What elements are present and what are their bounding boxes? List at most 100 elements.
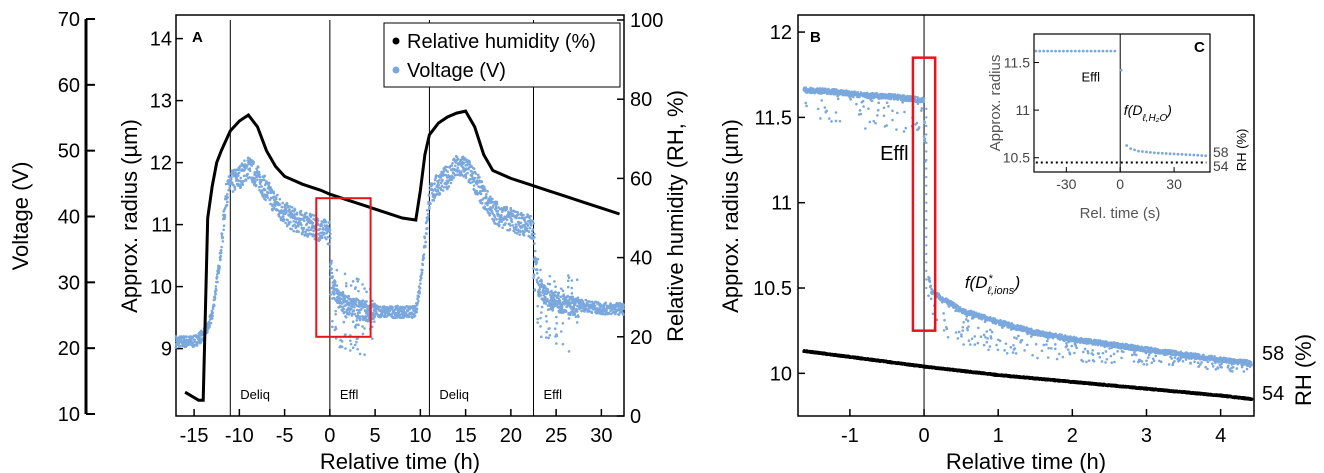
panel-b-radius-point [925, 158, 928, 162]
voltage-point [433, 196, 436, 200]
voltage-point [545, 320, 548, 323]
voltage-point [302, 219, 306, 223]
panel-b-radius-point [1200, 361, 1203, 364]
voltage-point [557, 291, 561, 295]
voltage-point [482, 196, 486, 200]
panel-b-radius-point [1159, 360, 1163, 364]
panel-b-radius-point [966, 319, 970, 323]
panel-b-radius-point [973, 335, 977, 338]
voltage-point [412, 309, 416, 313]
panel-b-radius-point [925, 141, 928, 145]
voltage-point [264, 198, 267, 202]
voltage-point [373, 320, 376, 323]
voltage-point [614, 312, 617, 316]
voltage-point [604, 301, 607, 305]
voltage-point [479, 192, 483, 196]
panel-b-radius-point [903, 110, 906, 114]
voltage-point [305, 228, 309, 232]
panel-b-radius-point [1230, 363, 1234, 366]
panel-b-radius-point [1170, 357, 1174, 360]
voltage-point [271, 208, 274, 212]
voltage-point [470, 165, 473, 168]
panel-b-radius-point [876, 114, 879, 117]
panel-b-radius-point [961, 329, 965, 332]
panel-b-radius-point [1036, 356, 1039, 360]
voltage-point [243, 163, 247, 167]
voltage-point [456, 166, 460, 170]
voltage-point [300, 223, 303, 227]
voltage-point [248, 169, 252, 173]
voltage-point [469, 181, 472, 185]
panel-b-radius-point [1047, 346, 1050, 350]
voltage-point [324, 221, 328, 224]
panel-b-y-label: Approx. radius (µm) [718, 119, 743, 313]
voltage-point [433, 182, 436, 185]
voltage-point [285, 202, 289, 205]
voltage-point [544, 314, 548, 318]
voltage-point [419, 276, 423, 280]
voltage-point [287, 222, 291, 226]
voltage-point [349, 284, 353, 287]
voltage-point [540, 311, 543, 314]
panel-b-radius-point [1104, 350, 1108, 353]
voltage-point [485, 208, 489, 212]
voltage-point [555, 334, 559, 338]
voltage-point [425, 227, 429, 230]
panel-b-radius-point [961, 325, 965, 329]
voltage-point [263, 178, 266, 182]
voltage-point [361, 299, 365, 302]
voltage-point [553, 280, 556, 283]
voltage-point [494, 206, 498, 210]
voltage-point [500, 220, 504, 223]
panel-b-radius-point [864, 127, 867, 130]
voltage-point [501, 209, 505, 212]
voltage-point [518, 233, 522, 236]
panel-b-radius-point [923, 137, 927, 141]
panel-b-radius-point [1046, 356, 1050, 359]
voltage-tick-label: 30 [58, 272, 80, 294]
voltage-point [475, 190, 479, 193]
voltage-point [214, 293, 217, 296]
voltage-point [199, 341, 203, 344]
voltage-point [355, 304, 359, 308]
voltage-point [224, 182, 228, 186]
voltage-point [466, 163, 469, 166]
voltage-point [521, 229, 524, 233]
panel-b-radius-point [942, 312, 945, 315]
voltage-point [292, 219, 296, 223]
radius-tick-label: 12 [150, 153, 172, 175]
voltage-point [459, 162, 462, 166]
voltage-point [257, 170, 261, 174]
voltage-point [355, 323, 358, 327]
voltage-point [519, 230, 522, 234]
voltage-point [342, 307, 346, 311]
voltage-point [334, 327, 338, 331]
voltage-point [495, 202, 499, 206]
voltage-point [289, 216, 293, 219]
voltage-point [539, 294, 543, 297]
voltage-point [531, 228, 535, 231]
voltage-point [540, 335, 543, 339]
voltage-point [445, 176, 449, 179]
voltage-point [509, 224, 512, 227]
voltage-tick-label: 60 [58, 75, 80, 97]
panel-b-radius-point [1196, 361, 1200, 365]
panel-a-letter: A [192, 29, 203, 46]
panel-b-radius-point [1137, 360, 1140, 364]
panel-b-radius-point [804, 86, 808, 89]
panel-b-radius-point [1005, 352, 1009, 355]
panel-b-rh-tick-58: 58 [1262, 343, 1284, 365]
panel-b-radius-point [1017, 334, 1020, 338]
voltage-point [533, 235, 536, 239]
panel-b-radius-point [967, 325, 970, 328]
panel-b-radius-point [987, 348, 990, 352]
voltage-point [319, 231, 322, 235]
voltage-point [546, 288, 550, 292]
voltage-point [489, 195, 492, 199]
voltage-point [566, 294, 570, 298]
panel-b-radius-point [896, 111, 899, 115]
voltage-point [256, 178, 259, 181]
voltage-point [353, 312, 357, 316]
voltage-point [248, 167, 252, 170]
voltage-point [416, 297, 419, 301]
